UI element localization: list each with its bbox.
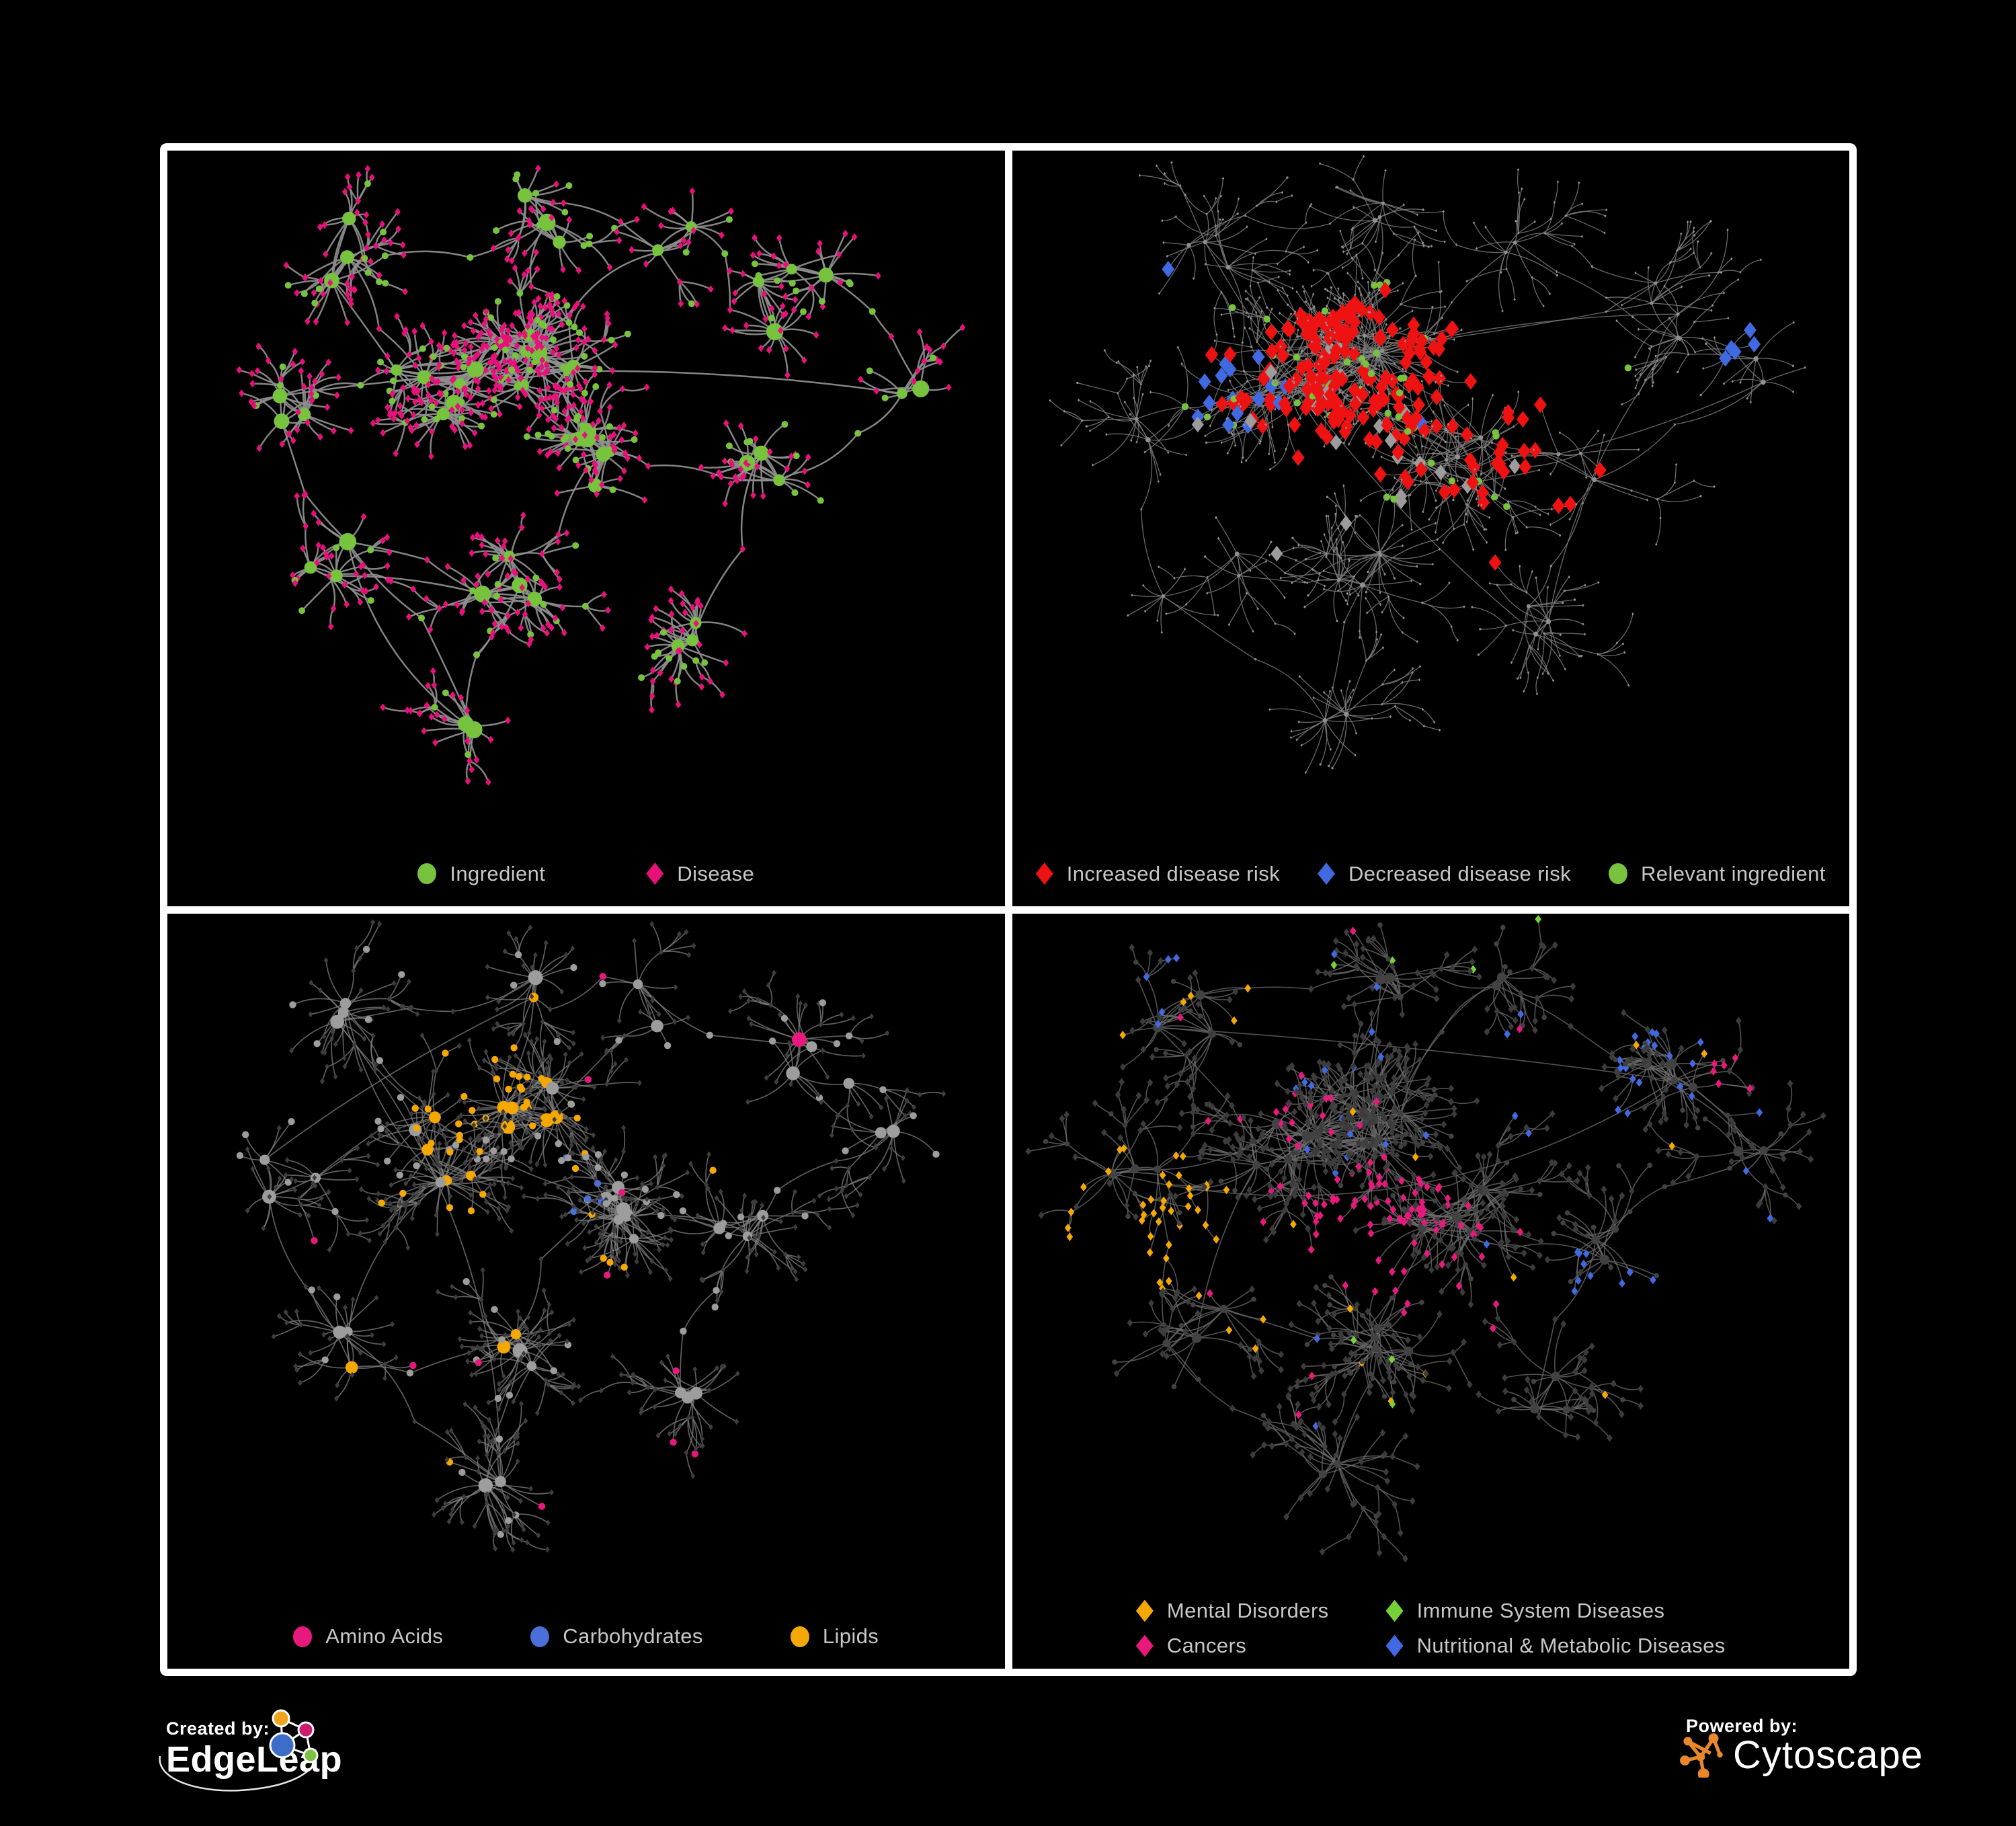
nutritional-metabolic-diamond-icon xyxy=(1385,1634,1404,1657)
legend-item-disease: Disease xyxy=(646,862,754,886)
disease-class-graph xyxy=(1024,914,1826,1562)
legend-label: Increased disease risk xyxy=(1066,861,1280,885)
legend-label: Carbohydrates xyxy=(563,1624,703,1648)
panel-disease-risk: Increased disease risk Decreased disease… xyxy=(1012,151,1850,906)
cancers-diamond-icon xyxy=(1135,1634,1154,1657)
ingredient-circle-icon xyxy=(417,863,437,884)
created-by-label: Created by: xyxy=(166,1718,270,1739)
legend-label: Cancers xyxy=(1166,1634,1247,1657)
cytoscape-logo-icon xyxy=(1680,1733,1723,1778)
edgeleap-logo-icon xyxy=(159,1709,319,1792)
legend-disease-classes: Mental Disorders Immune System Diseases … xyxy=(1012,1599,1850,1658)
decreased-risk-diamond-icon xyxy=(1318,863,1335,885)
legend-ingredient-disease: Ingredient Disease xyxy=(167,862,1005,886)
relevant-ingredient-circle-icon xyxy=(1609,863,1628,884)
panel-disease-classes: Mental Disorders Immune System Diseases … xyxy=(1012,913,1850,1669)
ingredient-disease-graph xyxy=(236,164,966,786)
legend-item-relevant-ingredient: Relevant ingredient xyxy=(1609,862,1826,886)
legend-label: Relevant ingredient xyxy=(1641,861,1826,885)
immune-diseases-diamond-icon xyxy=(1385,1599,1404,1622)
edgeleap-credit: Created by: EdgeLeap xyxy=(159,1709,408,1826)
legend-label: Nutritional & Metabolic Diseases xyxy=(1416,1634,1726,1657)
legend-label: Immune System Diseases xyxy=(1416,1599,1665,1622)
mental-disorders-diamond-icon xyxy=(1135,1599,1154,1622)
legend-item-decreased-risk: Decreased disease risk xyxy=(1318,862,1571,886)
amino-acids-circle-icon xyxy=(293,1626,313,1647)
increased-risk-diamond-icon xyxy=(1035,863,1053,885)
legend-label: Ingredient xyxy=(450,861,546,885)
cytoscape-credit: Powered by: xyxy=(1680,1716,1968,1810)
legend-label: Mental Disorders xyxy=(1166,1599,1329,1622)
legend-nutrient-classes: Amino Acids Carbohydrates Lipids xyxy=(167,1624,1005,1649)
legend-disease-risk: Increased disease risk Decreased disease… xyxy=(1012,862,1850,886)
legend-item-immune-diseases: Immune System Diseases xyxy=(1385,1599,1665,1623)
legend-item-ingredient: Ingredient xyxy=(417,862,545,886)
network-grid: Ingredient Disease Increased disease ris… xyxy=(160,143,1857,1676)
panel-nutrient-classes: Amino Acids Carbohydrates Lipids xyxy=(167,913,1005,1669)
legend-label: Disease xyxy=(677,861,755,885)
legend-label: Lipids xyxy=(822,1624,879,1648)
nutrient-class-graph xyxy=(236,918,946,1552)
cytoscape-wordmark: Cytoscape xyxy=(1733,1733,1924,1777)
powered-by-label: Powered by: xyxy=(1686,1716,1798,1736)
legend-label: Decreased disease risk xyxy=(1348,861,1572,885)
disease-risk-graph xyxy=(1048,155,1806,775)
panel-ingredient-disease: Ingredient Disease xyxy=(167,151,1005,906)
legend-item-cancers: Cancers xyxy=(1135,1634,1247,1658)
disease-diamond-icon xyxy=(646,863,664,885)
legend-label: Amino Acids xyxy=(325,1624,444,1648)
legend-item-amino-acids: Amino Acids xyxy=(293,1624,443,1649)
legend-item-nutritional-metabolic: Nutritional & Metabolic Diseases xyxy=(1385,1634,1726,1658)
legend-item-increased-risk: Increased disease risk xyxy=(1035,861,1280,886)
carbohydrates-circle-icon xyxy=(530,1626,550,1647)
legend-item-carbohydrates: Carbohydrates xyxy=(530,1624,703,1649)
legend-item-lipids: Lipids xyxy=(790,1624,879,1649)
legend-item-mental-disorders: Mental Disorders xyxy=(1135,1599,1329,1623)
lipids-circle-icon xyxy=(790,1626,809,1647)
